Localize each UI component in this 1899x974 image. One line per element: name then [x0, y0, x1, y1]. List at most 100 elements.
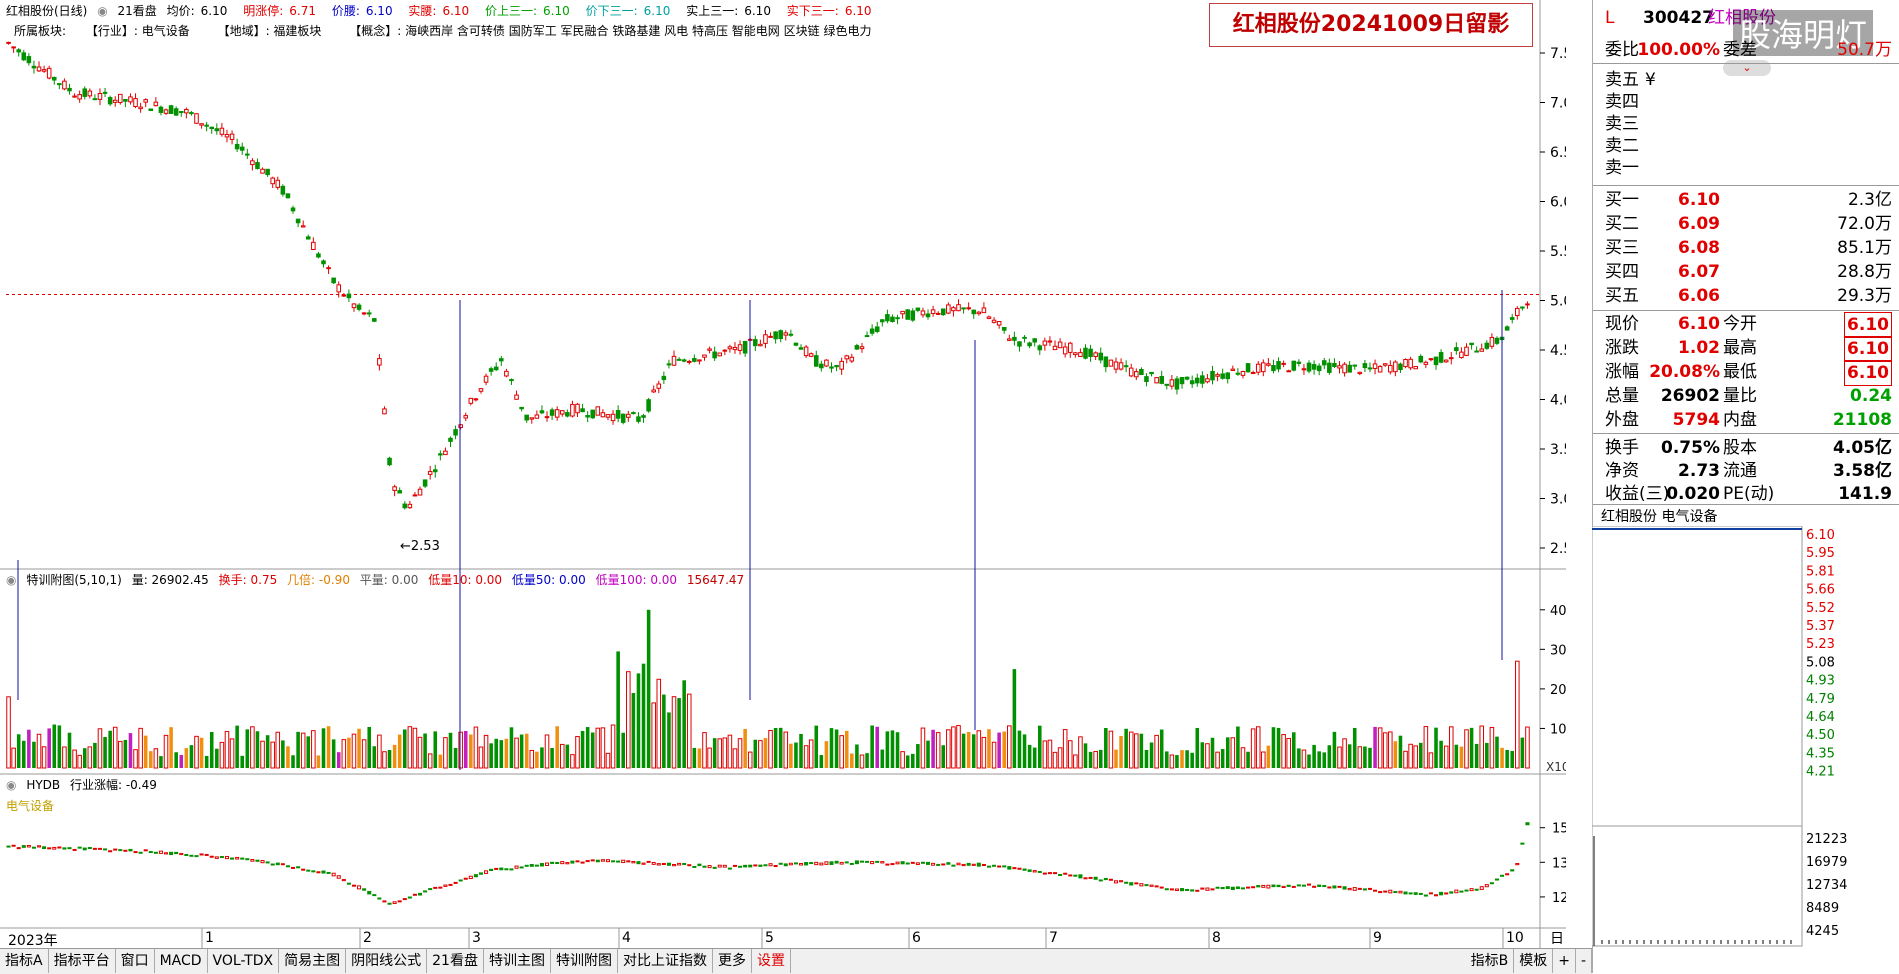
volume-bar [199, 737, 204, 768]
volume-bar [580, 730, 585, 768]
volume-bar [911, 753, 915, 768]
candle-body [1418, 355, 1424, 363]
volume-bar [1439, 740, 1443, 768]
candle-body [1088, 348, 1093, 357]
ind-candle [42, 846, 47, 850]
sell-row[interactable]: 卖三 [1593, 112, 1899, 136]
volume-bar [1261, 751, 1266, 769]
sector-region[interactable]: 【地域】: 福建板块 [217, 24, 322, 38]
candle-body [859, 346, 865, 350]
volume-bar [519, 734, 524, 768]
tab-6[interactable]: 阴阳线公式 [346, 949, 428, 973]
volume-bar [1225, 737, 1230, 768]
mini-frame [1592, 526, 1803, 947]
volume-bar [732, 748, 738, 769]
ind-candle [844, 861, 849, 864]
ind-candle [1119, 880, 1124, 883]
candle-body [605, 414, 611, 418]
tab-9[interactable]: 特训附图 [551, 949, 618, 973]
volume-bar [159, 756, 163, 768]
candle-body [1113, 361, 1119, 370]
candle-body [422, 479, 428, 487]
candle-body [1525, 303, 1530, 306]
tab-12[interactable]: 设置 [752, 949, 791, 973]
candle-body [499, 358, 504, 362]
volume-bar [916, 744, 920, 768]
dropdown-icon[interactable]: ◉ [6, 573, 17, 587]
mini-axis-label: 5.95 [1806, 546, 1835, 561]
dropdown-icon[interactable]: ◉ [97, 4, 108, 18]
tab-right-3[interactable]: - [1576, 949, 1592, 973]
intraday-mini-chart[interactable]: 6.10 5.95 5.81 5.66 5.52 5.37 5.23 5.08 4.93 4.79… [1592, 526, 1899, 948]
stat-value: 21108 [1832, 410, 1892, 430]
sell-row[interactable]: 卖四 [1593, 90, 1899, 114]
tab-7[interactable]: 21看盘 [427, 949, 484, 973]
ind-candle [448, 883, 453, 886]
stat-label: 收益(三) [1605, 484, 1670, 504]
volume-bar [1448, 726, 1454, 769]
tab-8[interactable]: 特训主图 [484, 949, 551, 973]
volume-bar [103, 736, 107, 768]
volume-bar [1292, 732, 1296, 768]
volume-bar [1114, 749, 1118, 768]
candle-body [402, 503, 408, 509]
candle-body [1357, 371, 1363, 375]
ind-candle [707, 865, 712, 869]
tab-2[interactable]: 窗口 [116, 949, 155, 973]
weicha-value: 50.7万 [1837, 40, 1892, 60]
candle-body [1281, 362, 1286, 365]
tab-10[interactable]: 对比上证指数 [618, 949, 713, 973]
tab-1[interactable]: 指标平台 [49, 949, 116, 973]
volume-bar [743, 728, 747, 768]
candle-body [280, 185, 286, 195]
volume-bar [219, 741, 225, 769]
price-tick-label: 6.50 [1550, 145, 1566, 161]
tab-5[interactable]: 简易主图 [279, 949, 347, 973]
volume-bar [610, 724, 616, 769]
ind-candle [1505, 873, 1510, 876]
tab-right-2[interactable]: + [1553, 949, 1576, 973]
ind-candle [260, 860, 265, 864]
volume-bar [1368, 747, 1372, 768]
volume-bar [229, 738, 235, 769]
sell-row[interactable]: 卖二 [1593, 134, 1899, 158]
ind-candle [357, 885, 362, 890]
mini-axis-label: 5.23 [1806, 637, 1835, 652]
stat-label: 今开 [1723, 314, 1757, 334]
dropdown-icon[interactable]: ◉ [6, 778, 17, 792]
ind-candle [1271, 884, 1276, 888]
tab-3[interactable]: MACD [155, 949, 208, 973]
expand-chevron-icon[interactable]: ⌄ [1723, 60, 1771, 76]
candle-body [544, 416, 550, 419]
sector-industry[interactable]: 【行业】: 电气设备 [85, 24, 190, 38]
volume-bar [875, 726, 879, 768]
volume-bar [946, 729, 951, 769]
buy-row[interactable]: 买三 6.08 85.1万 [1593, 236, 1899, 260]
ind-candle [1500, 874, 1505, 877]
candle-body [138, 106, 143, 110]
sell-row[interactable]: 卖五 ¥ [1593, 68, 1899, 92]
volume-bar [1408, 743, 1413, 769]
candle-body [41, 69, 47, 72]
volume-bar [1281, 734, 1286, 769]
candle-body [1464, 346, 1469, 356]
pill-label[interactable]: 21看盘 [117, 4, 157, 18]
tab-4[interactable]: VOL-TDX [208, 949, 280, 973]
volume-bar [1423, 726, 1429, 769]
tab-0[interactable]: 指标A [0, 949, 49, 973]
buy-row[interactable]: 买一 6.10 2.3亿 [1593, 188, 1899, 212]
buy-row[interactable]: 买二 6.09 72.0万 [1593, 212, 1899, 236]
ind-candle [275, 862, 280, 866]
tab-11[interactable]: 更多 [713, 949, 752, 973]
ind-candle [219, 856, 224, 859]
sector-concept[interactable]: 【概念】: 海峡西岸 含可转债 国防军工 军民融合 铁路基建 风电 特高压 智能… [349, 24, 872, 38]
buy-row[interactable]: 买五 6.06 29.3万 [1593, 284, 1899, 308]
tab-right-0[interactable]: 指标B [1466, 949, 1515, 973]
candle-body [336, 284, 342, 293]
buy-row[interactable]: 买四 6.07 28.8万 [1593, 260, 1899, 284]
sell-row[interactable]: 卖一 [1593, 156, 1899, 180]
kline-chart-svg[interactable]: 7.50 7.00 6.50 6.00 5.50 5.00 4.50 4.00 3.50 3.00… [0, 0, 1566, 948]
tab-right-1[interactable]: 模板 [1514, 949, 1554, 973]
kline-chart-area[interactable]: 7.50 7.00 6.50 6.00 5.50 5.00 4.50 4.00 3.50 3.00… [0, 0, 1566, 967]
volume-bar [321, 728, 326, 768]
